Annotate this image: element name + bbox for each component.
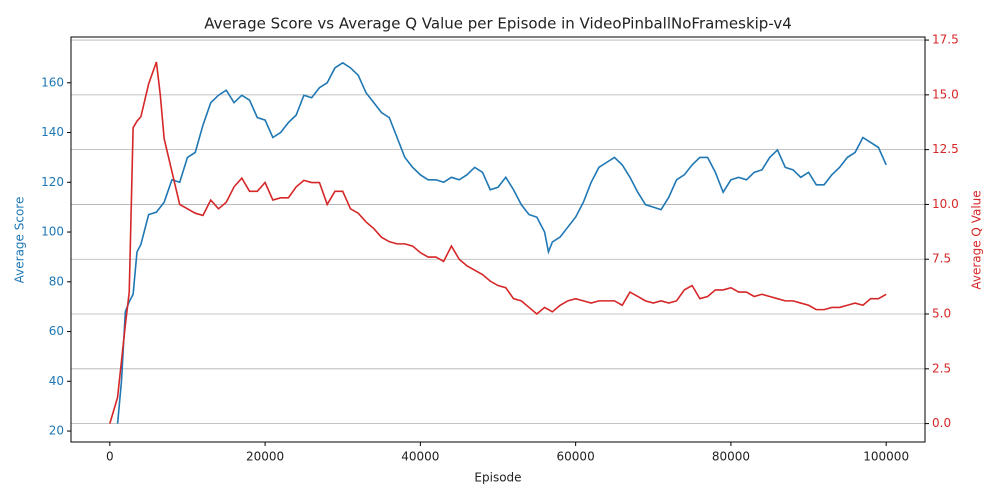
- y2-tick-label: 15.0: [932, 87, 959, 101]
- y-axis-label: Average Score: [13, 197, 27, 284]
- y-tick-label: 100: [41, 225, 64, 239]
- y2-axis-label: Average Q Value: [970, 190, 984, 289]
- y2-tick-label: 17.5: [932, 33, 959, 47]
- plot-frame: [70, 36, 926, 443]
- y-tick-label: 140: [41, 125, 64, 139]
- y-tick-label: 60: [49, 324, 64, 338]
- x-tick-label: 40000: [401, 450, 439, 464]
- y2-tick-label: 7.5: [932, 252, 951, 266]
- y2-tick-label: 0.0: [932, 416, 951, 430]
- y-tick-label: 120: [41, 175, 64, 189]
- x-tick-label: 60000: [557, 450, 595, 464]
- line-series: [116, 61, 887, 424]
- chart-title: Average Score vs Average Q Value per Epi…: [204, 15, 792, 33]
- y2-tick-label: 12.5: [932, 142, 959, 156]
- y2-tick-label: 5.0: [932, 307, 951, 321]
- y2-tick-label: 2.5: [932, 361, 951, 375]
- x-tick-label: 80000: [712, 450, 750, 464]
- x-tick-label: 0: [106, 450, 114, 464]
- x-tick-label: 20000: [246, 450, 284, 464]
- y2-tick-label: 10.0: [932, 197, 959, 211]
- line-series: [109, 61, 887, 424]
- x-tick-label: 100000: [863, 450, 909, 464]
- y-tick-label: 40: [49, 374, 64, 388]
- y-tick-label: 160: [41, 75, 64, 89]
- x-axis-label: Episode: [474, 471, 521, 485]
- y-tick-label: 20: [49, 424, 64, 438]
- y-tick-label: 80: [49, 274, 64, 288]
